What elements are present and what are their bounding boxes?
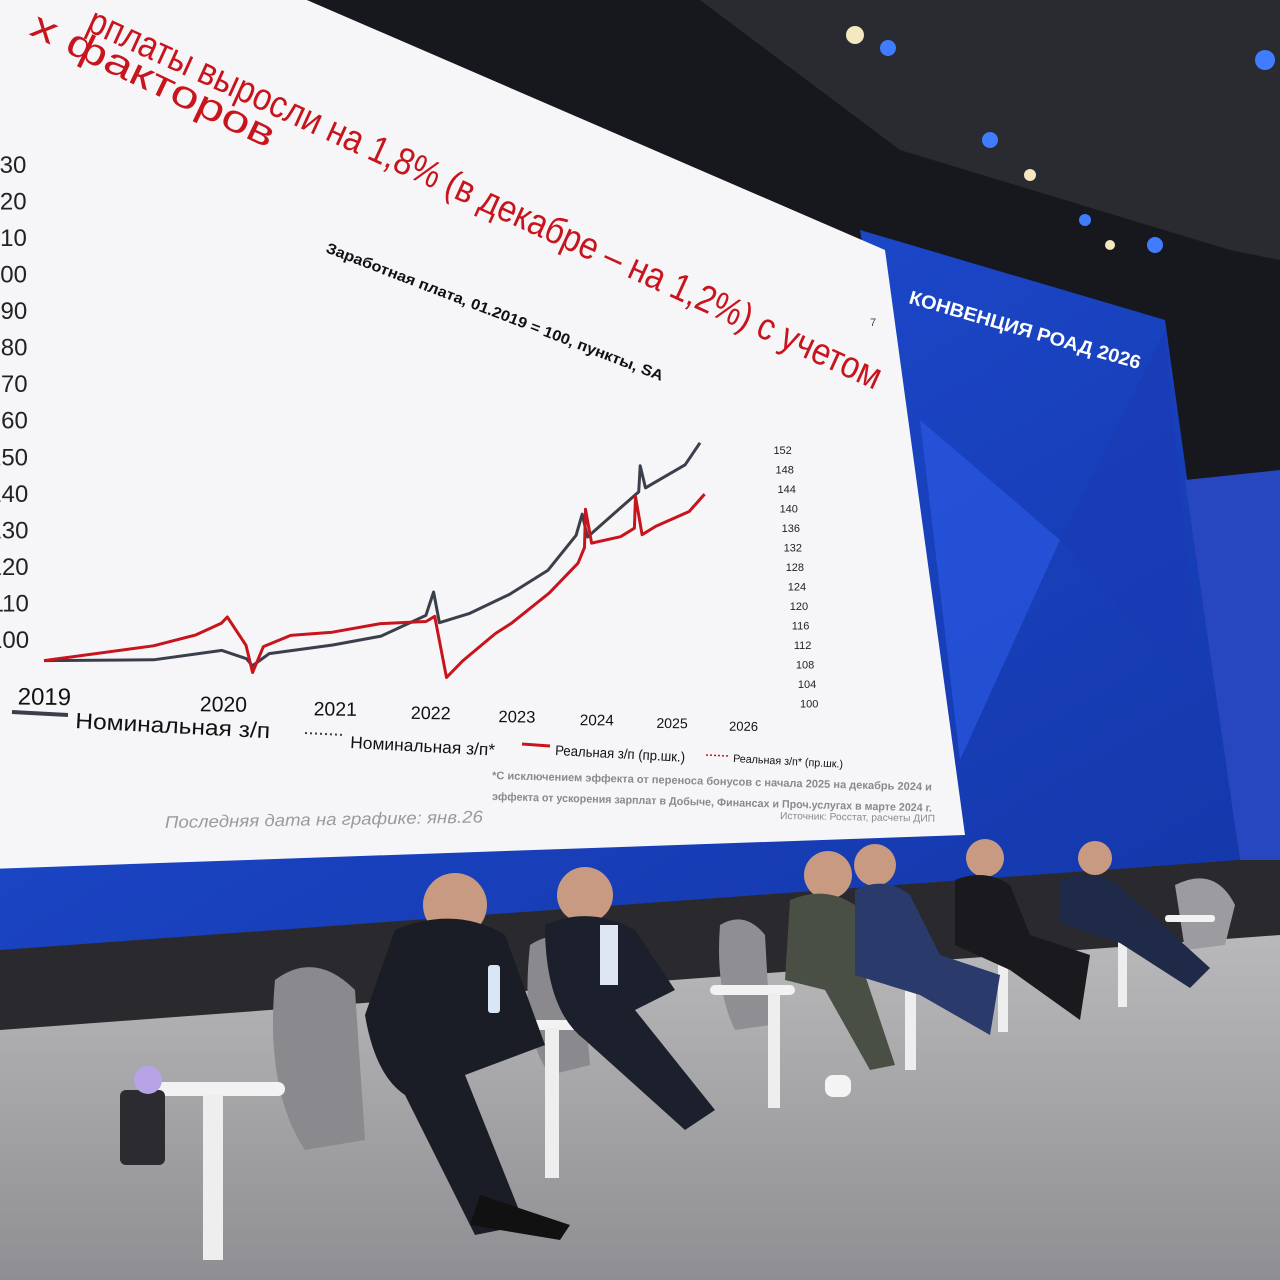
y-tick-label: 100 [0, 627, 29, 654]
x-tick-label: 2019 [18, 684, 72, 712]
y-tick-label: 140 [0, 481, 28, 508]
x-tick-label: 2021 [314, 698, 357, 720]
table [545, 1028, 559, 1178]
y-tick-label: 110 [0, 590, 29, 617]
x-tick-label: 2026 [729, 719, 758, 734]
y-tick-label: 130 [0, 517, 28, 544]
table [1165, 915, 1215, 922]
y-tick-label: 120 [0, 554, 29, 581]
table [145, 1082, 285, 1096]
table [905, 970, 916, 1070]
y2-tick-label: 124 [788, 582, 806, 594]
y-tick-label: 220 [0, 189, 27, 216]
legend-swatch [11, 710, 69, 717]
wall-pattern [920, 420, 1060, 760]
y-tick-label: 180 [0, 335, 27, 362]
wall-pattern [1060, 330, 1200, 700]
x-tick-label: 2025 [656, 715, 688, 731]
table [1118, 932, 1127, 1007]
y2-tick-label: 112 [794, 640, 812, 652]
page-number: 7 [870, 317, 876, 329]
legend-label: Реальная з/п (пр.шк.) [555, 742, 686, 765]
floor-light [134, 1066, 162, 1094]
y2-tick-label: 140 [780, 504, 798, 516]
series-line [43, 493, 706, 679]
x-tick-label: 2020 [200, 693, 247, 717]
side-panel [1185, 470, 1280, 860]
chair [1175, 878, 1235, 950]
y-tick-label: 230 [0, 152, 26, 179]
chair [273, 967, 365, 1150]
water-bottle [488, 965, 500, 1013]
table [768, 993, 780, 1108]
ceiling [700, 0, 1280, 260]
y-tick-label: 150 [0, 444, 28, 471]
speaker [854, 844, 1000, 1035]
y2-tick-label: 144 [778, 484, 796, 496]
table [998, 947, 1008, 1032]
y-tick-label: 190 [0, 298, 27, 325]
y2-tick-label: 152 [773, 445, 791, 457]
y-tick-label: 200 [0, 262, 27, 289]
y2-tick-label: 120 [790, 601, 808, 613]
chair [719, 919, 770, 1030]
y-tick-label: 170 [0, 371, 28, 398]
y2-tick-label: 100 [800, 699, 818, 711]
panel [120, 839, 1235, 1260]
speaker [1060, 841, 1210, 988]
speaker [545, 867, 715, 1130]
y-tick-label: 210 [0, 225, 27, 252]
table [203, 1095, 223, 1260]
floor-light [120, 1090, 165, 1165]
y2-tick-label: 128 [786, 562, 804, 574]
x-tick-label: 2022 [411, 703, 451, 723]
source: Источник: Росстат, расчеты ДИП [780, 811, 935, 825]
legend-swatch [521, 742, 551, 748]
y2-tick-label: 148 [775, 465, 793, 477]
y-tick-label: 160 [0, 408, 28, 435]
y2-tick-label: 136 [782, 523, 800, 535]
y2-tick-label: 132 [784, 543, 802, 555]
y2-tick-label: 104 [798, 679, 816, 691]
y2-tick-label: 108 [796, 660, 814, 672]
x-tick-label: 2023 [498, 707, 535, 726]
led-wall [0, 230, 1240, 955]
speaker [785, 851, 895, 1097]
legend-label: Реальная з/п* (пр.шк.) [733, 753, 843, 771]
table [710, 985, 795, 995]
x-tick-label: 2024 [580, 712, 615, 729]
y2-tick-label: 116 [792, 621, 810, 633]
legend-swatch [304, 732, 346, 736]
speaker [955, 839, 1090, 1020]
screen [0, 0, 965, 869]
stage-lights [846, 26, 1275, 253]
